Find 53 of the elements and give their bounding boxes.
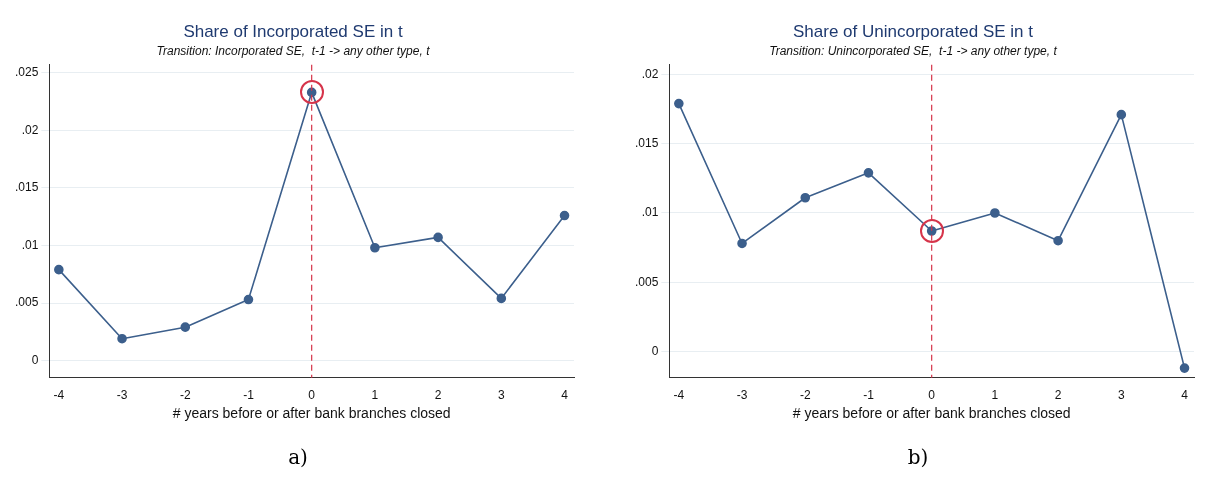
x-tick-label: -1 bbox=[243, 388, 255, 403]
y-tick-label: .01 bbox=[21, 237, 39, 252]
x-axis-title: # years before or after bank branches closed bbox=[172, 405, 451, 422]
point bbox=[370, 242, 380, 253]
text: b) bbox=[906, 445, 930, 469]
point bbox=[1116, 109, 1127, 120]
y-tick-label: .02 bbox=[641, 66, 659, 81]
y-tick-label: .015 bbox=[635, 136, 659, 151]
x-tick-label: -4 bbox=[53, 388, 65, 403]
x-tick-label: 3 bbox=[1117, 388, 1125, 403]
point bbox=[243, 294, 254, 305]
y-tick-label: 0 bbox=[31, 352, 39, 367]
y-tick-label: .005 bbox=[635, 274, 659, 289]
y-tick-label: .005 bbox=[15, 295, 39, 310]
point bbox=[674, 98, 684, 109]
x-tick-label: 4 bbox=[1181, 388, 1189, 403]
x-tick-label: 3 bbox=[497, 388, 505, 403]
x-tick-label: -3 bbox=[116, 388, 128, 403]
point bbox=[863, 168, 874, 178]
y-tick-label: .025 bbox=[15, 65, 39, 80]
chart-subtitle: Transition: Unincorporated SE, t-1 -> any other type, t bbox=[769, 43, 1058, 58]
x-tick-label: -3 bbox=[736, 388, 748, 403]
point bbox=[737, 238, 747, 249]
x-tick-label: 2 bbox=[1054, 388, 1062, 403]
point bbox=[1179, 363, 1190, 373]
x-tick-label: 0 bbox=[928, 388, 936, 403]
x-tick-label: -1 bbox=[863, 388, 875, 403]
point bbox=[990, 208, 1000, 218]
point bbox=[1053, 235, 1063, 246]
y-tick-label: .01 bbox=[641, 205, 659, 220]
chart-title: Share of Unincorporated SE in t bbox=[792, 21, 1034, 41]
x-tick-label: 1 bbox=[991, 388, 999, 403]
chart-subtitle: Transition: Incorporated SE, t-1 -> any other type, t bbox=[156, 43, 431, 58]
x-axis-title: # years before or after bank branches closed bbox=[792, 405, 1071, 422]
y-tick-label: 0 bbox=[651, 343, 659, 358]
point bbox=[117, 333, 127, 344]
x-tick-label: 2 bbox=[434, 388, 442, 403]
point bbox=[180, 322, 191, 332]
y-tick-label: .02 bbox=[21, 122, 39, 137]
point bbox=[54, 264, 64, 275]
x-tick-label: -4 bbox=[673, 388, 685, 403]
x-tick-label: 4 bbox=[561, 388, 569, 403]
point bbox=[559, 210, 570, 221]
x-tick-label: -2 bbox=[799, 388, 811, 403]
point bbox=[433, 232, 443, 243]
chart-title: Share of Incorporated SE in t bbox=[183, 21, 403, 41]
y-tick-label: .015 bbox=[15, 180, 39, 195]
point bbox=[800, 192, 811, 203]
x-tick-label: 1 bbox=[371, 388, 379, 403]
text: a) bbox=[287, 445, 309, 469]
x-tick-label: 0 bbox=[308, 388, 316, 403]
x-tick-label: -2 bbox=[179, 388, 191, 403]
point bbox=[496, 293, 507, 304]
